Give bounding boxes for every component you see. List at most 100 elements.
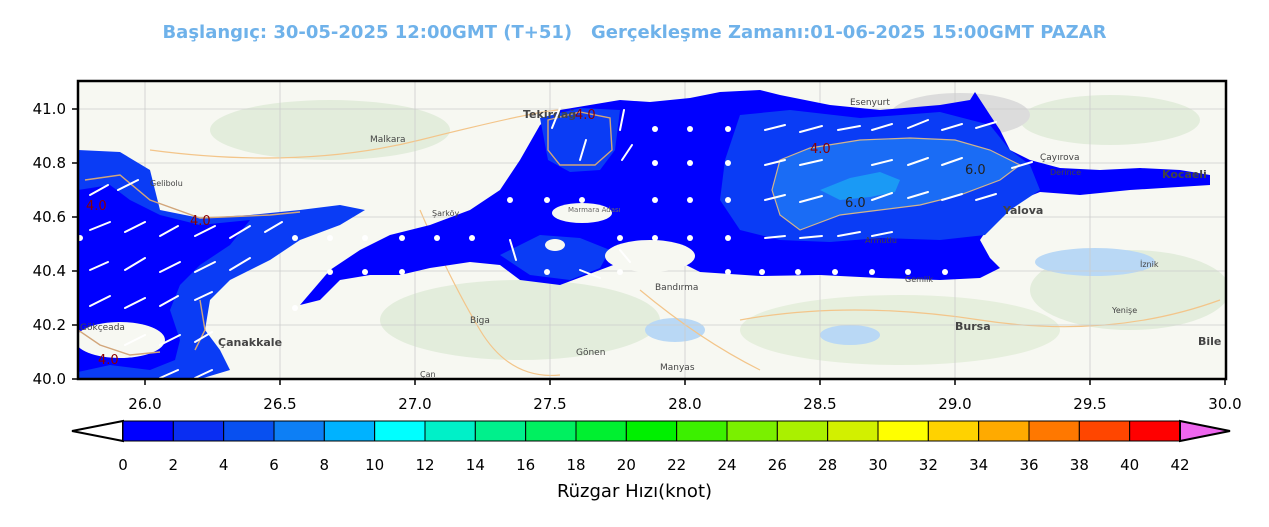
colorbar-segment bbox=[474, 420, 527, 442]
place-label: Gemlik bbox=[905, 275, 933, 284]
wind-barbs bbox=[89, 107, 1033, 379]
place-label: Gönen bbox=[576, 348, 605, 358]
colorbar-tick-label: 20 bbox=[617, 456, 636, 474]
contour-label: 4.0 bbox=[86, 199, 107, 214]
colorbar-tick-label: 34 bbox=[969, 456, 988, 474]
colorbar-tick-label: 18 bbox=[566, 456, 585, 474]
colorbar-segment bbox=[726, 420, 778, 442]
terrain-patch bbox=[740, 295, 1060, 365]
road bbox=[739, 299, 1221, 328]
small-island bbox=[545, 239, 565, 251]
place-label: Gökçeada bbox=[80, 323, 125, 333]
contour-label: 4.0 bbox=[575, 108, 596, 123]
uluabat-lake bbox=[820, 325, 880, 345]
place-label: Kocaeli bbox=[1162, 168, 1207, 181]
place-label: Yenişe bbox=[1111, 306, 1137, 315]
y-tick-label: 40.4 bbox=[33, 262, 66, 280]
terrain-patch bbox=[380, 280, 660, 360]
x-tick-label: 27.5 bbox=[533, 395, 566, 413]
x-tick-label: 26.0 bbox=[128, 395, 161, 413]
colorbar-segment bbox=[1028, 420, 1080, 442]
contour-label: 6.0 bbox=[965, 163, 986, 178]
calm-markers bbox=[78, 126, 948, 311]
colorbar-tick-label: 8 bbox=[320, 456, 330, 474]
colorbar-tick-label: 16 bbox=[516, 456, 535, 474]
colorbar-tick-label: 26 bbox=[768, 456, 787, 474]
place-label: Çanakkale bbox=[218, 336, 282, 349]
colorbar-segment bbox=[676, 420, 728, 442]
place-label: Marmara Adası bbox=[568, 206, 621, 214]
colorbar-over-arrow bbox=[1179, 419, 1231, 443]
gokceada-island bbox=[78, 322, 165, 358]
colorbar-segment bbox=[877, 420, 929, 442]
x-axis-labels: 26.0 26.5 27.0 27.5 28.0 28.5 29.0 29.5 … bbox=[128, 395, 1241, 413]
colorbar-segments bbox=[122, 420, 1181, 442]
colorbar-segment bbox=[223, 420, 275, 442]
colorbar-tick-label: 36 bbox=[1019, 456, 1038, 474]
contour-label: 4.0 bbox=[98, 353, 119, 368]
wind-field-south bbox=[500, 235, 610, 280]
colorbar-tick-label: 0 bbox=[118, 456, 128, 474]
x-tick-label: 29.5 bbox=[1073, 395, 1106, 413]
colorbar-tick-label: 38 bbox=[1070, 456, 1089, 474]
colorbar-tick-label: 4 bbox=[219, 456, 229, 474]
colorbar-segment bbox=[122, 420, 174, 442]
colorbar-tick-label: 6 bbox=[269, 456, 279, 474]
place-label: Bile bbox=[1198, 335, 1221, 348]
manyas-lake bbox=[645, 318, 705, 342]
colorbar-segment bbox=[827, 420, 879, 442]
x-tick-label: 28.5 bbox=[803, 395, 836, 413]
y-axis-labels: 41.0 40.8 40.6 40.4 40.2 40.0 bbox=[33, 100, 66, 388]
kapidag-peninsula bbox=[605, 240, 695, 272]
colorbar-tick-label: 24 bbox=[717, 456, 736, 474]
place-label: Bandırma bbox=[655, 283, 698, 293]
y-tick-label: 40.6 bbox=[33, 208, 66, 226]
y-tick-label: 40.0 bbox=[33, 370, 66, 388]
colorbar-segment bbox=[525, 420, 577, 442]
colorbar-segment bbox=[625, 420, 678, 442]
place-label: Çan bbox=[420, 370, 436, 379]
colorbar-tick-label: 22 bbox=[667, 456, 686, 474]
y-tick-label: 41.0 bbox=[33, 100, 66, 118]
place-label: Şarköy bbox=[432, 209, 460, 218]
forecast-start: Başlangıç: 30-05-2025 12:00GMT (T+51) bbox=[162, 22, 573, 43]
place-label: Malkara bbox=[370, 135, 406, 145]
colorbar-under-arrow bbox=[71, 419, 124, 443]
colorbar: 0 2 4 6 8 10 12 14 16 18 20 22 24 26 28 30 32 34 36 38 40 42 bbox=[71, 419, 1231, 474]
colorbar-tick-label: 10 bbox=[365, 456, 384, 474]
place-labels: Tekirdağ Yalova Kocaeli Bursa Çanakkale … bbox=[80, 98, 1221, 379]
x-tick-label: 27.0 bbox=[398, 395, 431, 413]
colorbar-segment bbox=[575, 420, 627, 442]
marmara-island bbox=[552, 203, 612, 223]
x-tick-label: 29.0 bbox=[938, 395, 971, 413]
place-label: Yalova bbox=[1002, 204, 1043, 217]
colorbar-tick-label: 32 bbox=[919, 456, 938, 474]
place-label: İznik bbox=[1140, 259, 1159, 269]
place-label: Manyas bbox=[660, 363, 695, 373]
colorbar-segment bbox=[978, 420, 1030, 442]
colorbar-segment bbox=[323, 420, 376, 442]
colorbar-segment bbox=[776, 420, 829, 442]
place-label: Bursa bbox=[955, 320, 991, 333]
colorbar-segment bbox=[424, 420, 476, 442]
tick-marks bbox=[72, 108, 1226, 385]
terrain-patch bbox=[210, 100, 450, 160]
road bbox=[149, 109, 561, 159]
colorbar-segment bbox=[1078, 420, 1131, 442]
chart-title: Başlangıç: 30-05-2025 12:00GMT (T+51) Ge… bbox=[0, 22, 1269, 43]
plot-frame bbox=[76, 79, 1228, 381]
colorbar-tick-label: 2 bbox=[169, 456, 179, 474]
colorbar-segment bbox=[374, 420, 426, 442]
map-layer: 4.0 4.0 4.0 4.0 4.0 6.0 6.0 Tekirdağ Yal… bbox=[78, 81, 1226, 379]
colorbar-tick-label: 42 bbox=[1170, 456, 1189, 474]
wind-field-core bbox=[820, 172, 900, 200]
place-label: Tekirdağ bbox=[523, 108, 576, 121]
x-tick-label: 28.0 bbox=[668, 395, 701, 413]
colorbar-tick-labels: 0 2 4 6 8 10 12 14 16 18 20 22 24 26 28 30 32 34 36 38 40 42 bbox=[118, 456, 1189, 474]
x-tick-label: 30.0 bbox=[1208, 395, 1241, 413]
contour-lines bbox=[78, 111, 613, 356]
colorbar-tick-label: 14 bbox=[466, 456, 485, 474]
wind-field-north bbox=[540, 108, 620, 172]
colorbar-segment bbox=[273, 420, 325, 442]
